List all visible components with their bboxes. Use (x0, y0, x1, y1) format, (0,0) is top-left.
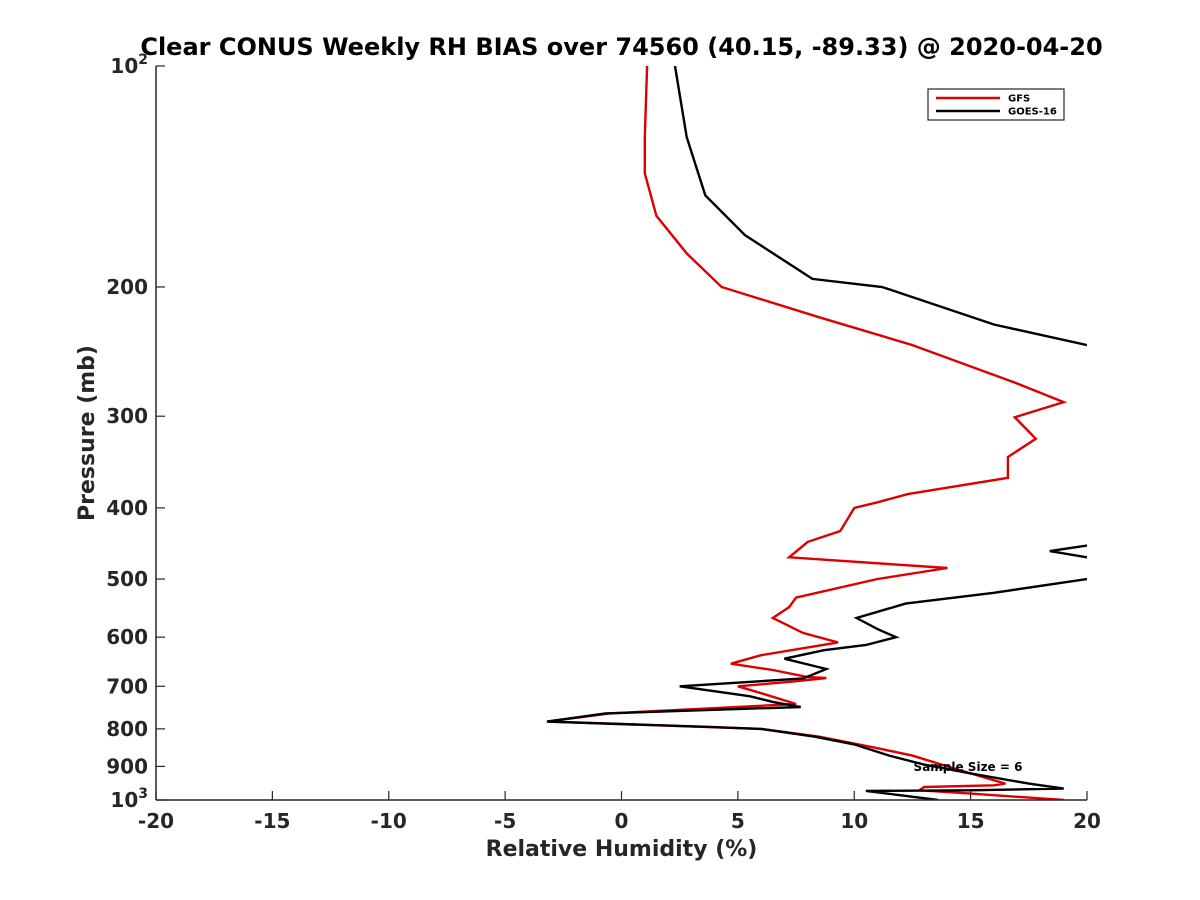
x-tick-label: 10 (840, 809, 868, 833)
x-tick-label: 20 (1073, 809, 1101, 833)
y-tick-label: 800 (106, 717, 148, 741)
y-tick-label: 200 (106, 275, 148, 299)
x-tick-label: 5 (731, 809, 745, 833)
legend: GFS GOES-16 (927, 88, 1065, 121)
x-axis-label: Relative Humidity (%) (486, 837, 758, 862)
legend-label-goes-16: GOES-16 (1008, 107, 1057, 118)
x-tick-label: -15 (254, 809, 290, 833)
plot-area (546, 66, 1087, 800)
y-tick-label: 102 (110, 52, 148, 78)
series-line-goes-16 (546, 66, 1087, 800)
y-tick-label: 400 (106, 496, 148, 520)
y-tick-label: 600 (106, 625, 148, 649)
x-tick-label: -5 (494, 809, 516, 833)
series-line-gfs (546, 66, 1068, 800)
x-tick-label: -10 (371, 809, 407, 833)
y-tick-label: 500 (106, 567, 148, 591)
legend-box (927, 88, 1065, 121)
x-tick-label: 15 (957, 809, 985, 833)
axes: -20 -15 -10 -5 0 5 10 15 20 102 200 300 400 500 600 700… (106, 52, 1101, 833)
x-tick-label: 0 (615, 809, 629, 833)
x-tick-label: -20 (138, 809, 174, 833)
chart-title: Clear CONUS Weekly RH BIAS over 74560 (4… (140, 33, 1102, 61)
y-axis-label: Pressure (mb) (75, 345, 100, 521)
y-tick-label: 300 (106, 404, 148, 428)
sample-size-annotation: Sample Size = 6 (914, 760, 1023, 774)
y-tick-label: 700 (106, 674, 148, 698)
y-tick-label: 900 (106, 754, 148, 778)
legend-label-gfs: GFS (1008, 94, 1030, 105)
